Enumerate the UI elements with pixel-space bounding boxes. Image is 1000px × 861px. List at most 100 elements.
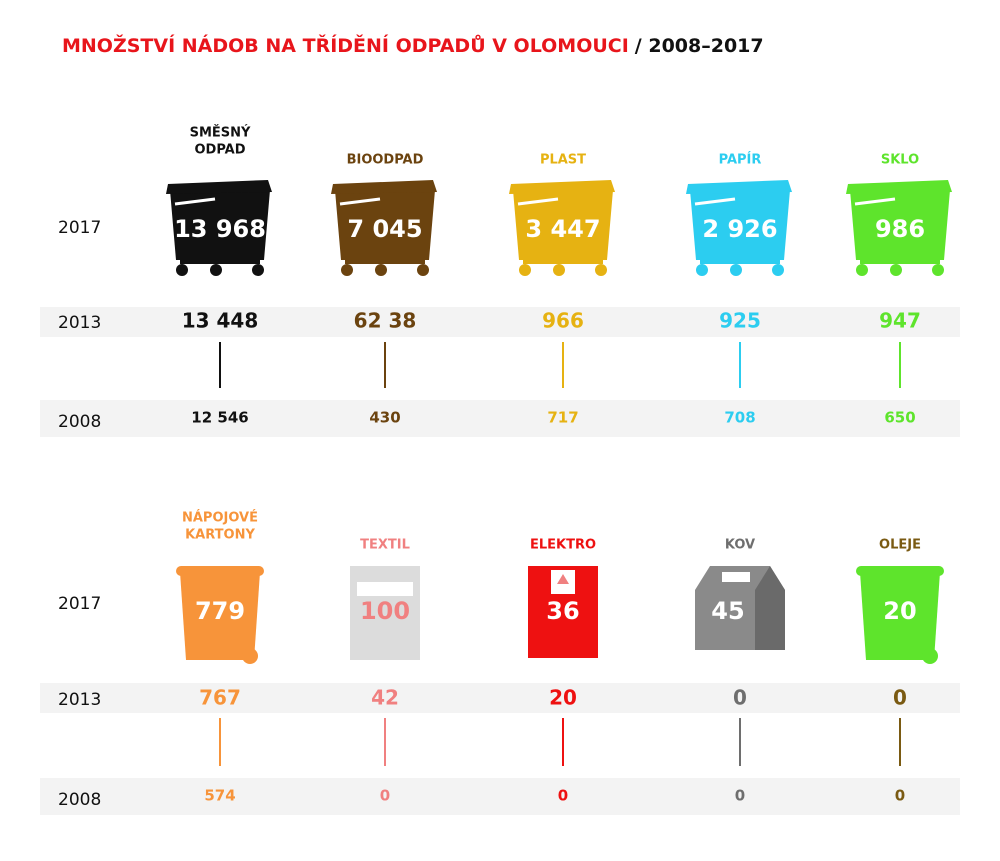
value-2013: 947 — [879, 309, 921, 333]
bin-wheel — [922, 648, 938, 664]
value-2013: 20 — [549, 686, 577, 710]
bin-value: 45 — [711, 597, 744, 625]
bin-icon — [166, 180, 272, 276]
category-label: ELEKTRO — [530, 538, 596, 553]
bin-wheel — [890, 264, 902, 276]
category-label: KOV — [725, 538, 755, 553]
bin-value: 13 968 — [174, 215, 266, 243]
year-label: 2017 — [58, 594, 101, 614]
bin-icon — [856, 566, 944, 664]
bin-icon — [331, 180, 437, 276]
bin-icon — [695, 566, 785, 650]
bin-body — [860, 572, 940, 660]
value-2013: 925 — [719, 309, 761, 333]
bin-wheel — [242, 648, 258, 664]
bin-icon — [846, 180, 952, 276]
category-label: PAPÍR — [719, 152, 762, 168]
bin-stripe — [339, 197, 381, 206]
bin-wheel — [252, 264, 264, 276]
bin-stripe — [517, 197, 559, 206]
bin-wheel — [519, 264, 531, 276]
bin-wheel — [696, 264, 708, 276]
bin-body — [170, 190, 270, 260]
bin-lid — [331, 180, 437, 194]
row-band — [40, 683, 960, 713]
value-2008: 0 — [380, 787, 390, 805]
row-band — [40, 778, 960, 815]
value-2013: 62 38 — [354, 309, 417, 333]
bin-wheel — [772, 264, 784, 276]
bin-wheel — [932, 264, 944, 276]
value-2013: 13 448 — [182, 309, 259, 333]
bin-slot — [722, 572, 750, 582]
row-band — [40, 307, 960, 337]
value-2013: 966 — [542, 309, 584, 333]
value-2008: 717 — [547, 409, 578, 427]
row-band — [40, 400, 960, 437]
title-main: MNOŽSTVÍ NÁDOB NA TŘÍDĚNÍ ODPADŮ V OLOMO… — [62, 33, 629, 57]
bin-base — [345, 258, 425, 264]
bin-wheel — [417, 264, 429, 276]
bin-stripe — [694, 197, 736, 206]
bin-lid — [846, 180, 952, 194]
bin-base — [700, 258, 780, 264]
bin-icon — [686, 180, 792, 276]
bin-lid — [856, 566, 944, 576]
bin-wheel — [176, 264, 188, 276]
bin-slot — [357, 582, 413, 596]
year-label: 2008 — [58, 412, 101, 432]
title-years: / 2008–2017 — [635, 35, 764, 57]
bin-lid — [686, 180, 792, 194]
bin-value: 986 — [875, 215, 925, 243]
category-label: SKLO — [881, 153, 919, 168]
category-label: TEXTIL — [360, 538, 410, 553]
bin-icon — [528, 566, 598, 658]
bin-icon — [509, 180, 615, 276]
bin-wheel — [210, 264, 222, 276]
bin-lid — [509, 180, 615, 194]
bin-base — [860, 258, 940, 264]
value-2013: 0 — [893, 686, 907, 710]
bin-lid — [166, 180, 272, 194]
value-2008: 650 — [884, 409, 915, 427]
bin-stripe — [854, 197, 896, 206]
value-2008: 574 — [204, 787, 235, 805]
bin-wheel — [856, 264, 868, 276]
value-2008: 0 — [558, 787, 568, 805]
bin-wheel — [341, 264, 353, 276]
bin-base — [523, 258, 603, 264]
category-label: OLEJE — [879, 538, 921, 553]
category-label: PLAST — [540, 153, 586, 168]
category-label: KARTONY — [185, 528, 255, 543]
bin-body — [350, 566, 420, 660]
title: MNOŽSTVÍ NÁDOB NA TŘÍDĚNÍ ODPADŮ V OLOMO… — [62, 33, 764, 57]
bin-icon — [350, 566, 420, 660]
bin-value: 2 926 — [702, 215, 777, 243]
bin-body — [850, 190, 950, 260]
category-label: NÁPOJOVÉ — [182, 510, 258, 526]
bin-base — [180, 258, 260, 264]
category-label: SMĚSNÝ — [190, 125, 251, 141]
value-2008: 0 — [895, 787, 905, 805]
year-label: 2013 — [58, 690, 101, 710]
value-2013: 42 — [371, 686, 399, 710]
year-label: 2013 — [58, 313, 101, 333]
bin-body — [513, 190, 613, 260]
value-2013: 0 — [733, 686, 747, 710]
value-2008: 12 546 — [191, 409, 248, 427]
bin-body — [335, 190, 435, 260]
year-label: 2017 — [58, 218, 101, 238]
value-2008: 0 — [735, 787, 745, 805]
bin-side — [755, 566, 785, 650]
value-2013: 767 — [199, 686, 241, 710]
bin-wheel — [730, 264, 742, 276]
bin-value: 7 045 — [347, 215, 422, 243]
value-2008: 430 — [369, 409, 400, 427]
bin-triangle — [557, 574, 569, 584]
bin-wheel — [553, 264, 565, 276]
year-label: 2008 — [58, 790, 101, 810]
bin-value: 36 — [546, 597, 579, 625]
bin-value: 20 — [883, 597, 916, 625]
bin-body — [180, 572, 260, 660]
